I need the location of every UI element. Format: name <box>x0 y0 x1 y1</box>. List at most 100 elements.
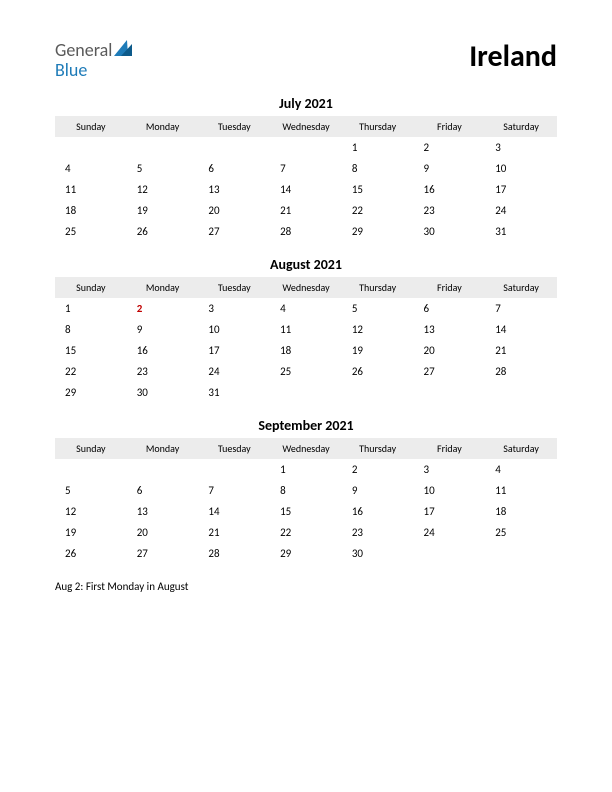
holiday-note: Aug 2: First Monday in August <box>55 580 557 593</box>
day-cell: 18 <box>55 200 127 221</box>
day-cell: 29 <box>270 543 342 564</box>
table-row: 12131415161718 <box>55 501 557 522</box>
day-cell: 29 <box>342 221 414 242</box>
day-cell <box>127 459 199 480</box>
day-header: Tuesday <box>198 116 270 137</box>
day-cell: 4 <box>485 459 557 480</box>
day-cell: 24 <box>198 361 270 382</box>
day-cell: 6 <box>414 298 486 319</box>
table-row: 19202122232425 <box>55 522 557 543</box>
table-row: 15161718192021 <box>55 340 557 361</box>
day-cell <box>485 382 557 403</box>
day-cell: 10 <box>485 158 557 179</box>
day-cell: 14 <box>198 501 270 522</box>
day-cell: 22 <box>55 361 127 382</box>
day-cell: 31 <box>485 221 557 242</box>
day-header: Sunday <box>55 116 127 137</box>
day-cell: 28 <box>270 221 342 242</box>
day-cell: 1 <box>342 137 414 158</box>
day-cell: 13 <box>414 319 486 340</box>
day-cell: 2 <box>414 137 486 158</box>
table-row: 567891011 <box>55 480 557 501</box>
day-header: Sunday <box>55 438 127 459</box>
month-title: July 2021 <box>55 95 557 112</box>
day-header: Thursday <box>342 438 414 459</box>
calendar-month: September 2021SundayMondayTuesdayWednesd… <box>55 417 557 564</box>
day-cell: 22 <box>270 522 342 543</box>
day-cell: 9 <box>414 158 486 179</box>
day-cell: 18 <box>485 501 557 522</box>
calendar-table: SundayMondayTuesdayWednesdayThursdayFrid… <box>55 438 557 564</box>
day-cell: 23 <box>414 200 486 221</box>
day-cell <box>414 543 486 564</box>
table-row: 45678910 <box>55 158 557 179</box>
day-cell: 1 <box>270 459 342 480</box>
day-cell: 26 <box>127 221 199 242</box>
day-cell: 5 <box>55 480 127 501</box>
day-header: Thursday <box>342 277 414 298</box>
day-cell: 23 <box>342 522 414 543</box>
day-cell <box>198 137 270 158</box>
day-cell: 21 <box>198 522 270 543</box>
logo-blue: Blue <box>55 59 87 81</box>
day-cell: 30 <box>342 543 414 564</box>
day-header: Monday <box>127 116 199 137</box>
day-cell: 28 <box>198 543 270 564</box>
day-cell: 24 <box>485 200 557 221</box>
day-cell <box>55 459 127 480</box>
calendar-month: July 2021SundayMondayTuesdayWednesdayThu… <box>55 95 557 242</box>
table-row: 1234 <box>55 459 557 480</box>
day-cell: 26 <box>55 543 127 564</box>
logo: General Blue <box>55 40 132 81</box>
day-cell <box>55 137 127 158</box>
day-cell: 15 <box>270 501 342 522</box>
day-cell <box>270 137 342 158</box>
day-header: Saturday <box>485 277 557 298</box>
day-cell <box>270 382 342 403</box>
day-cell: 4 <box>55 158 127 179</box>
day-cell <box>485 543 557 564</box>
day-cell: 12 <box>127 179 199 200</box>
day-cell: 19 <box>127 200 199 221</box>
day-cell: 14 <box>485 319 557 340</box>
day-cell: 5 <box>342 298 414 319</box>
day-cell: 26 <box>342 361 414 382</box>
table-row: 891011121314 <box>55 319 557 340</box>
day-cell <box>198 459 270 480</box>
day-header: Friday <box>414 116 486 137</box>
day-cell: 13 <box>127 501 199 522</box>
day-cell: 3 <box>198 298 270 319</box>
day-cell: 5 <box>127 158 199 179</box>
day-cell: 2 <box>127 298 199 319</box>
table-row: 25262728293031 <box>55 221 557 242</box>
day-cell: 16 <box>127 340 199 361</box>
day-cell: 12 <box>55 501 127 522</box>
day-header: Saturday <box>485 116 557 137</box>
day-cell: 19 <box>55 522 127 543</box>
day-header: Monday <box>127 438 199 459</box>
day-cell: 7 <box>485 298 557 319</box>
day-cell: 16 <box>342 501 414 522</box>
day-cell: 15 <box>342 179 414 200</box>
day-cell: 1 <box>55 298 127 319</box>
table-row: 123 <box>55 137 557 158</box>
day-cell: 27 <box>414 361 486 382</box>
table-row: 18192021222324 <box>55 200 557 221</box>
day-cell: 11 <box>55 179 127 200</box>
day-cell: 23 <box>127 361 199 382</box>
day-cell: 21 <box>485 340 557 361</box>
day-cell <box>414 382 486 403</box>
logo-triangle-icon <box>114 40 132 61</box>
table-row: 11121314151617 <box>55 179 557 200</box>
day-cell: 14 <box>270 179 342 200</box>
day-cell: 21 <box>270 200 342 221</box>
table-row: 2627282930 <box>55 543 557 564</box>
day-cell: 25 <box>270 361 342 382</box>
day-header: Saturday <box>485 438 557 459</box>
day-cell: 30 <box>127 382 199 403</box>
day-header: Tuesday <box>198 438 270 459</box>
day-header: Sunday <box>55 277 127 298</box>
calendar-month: August 2021SundayMondayTuesdayWednesdayT… <box>55 256 557 403</box>
day-cell: 8 <box>342 158 414 179</box>
day-cell: 29 <box>55 382 127 403</box>
